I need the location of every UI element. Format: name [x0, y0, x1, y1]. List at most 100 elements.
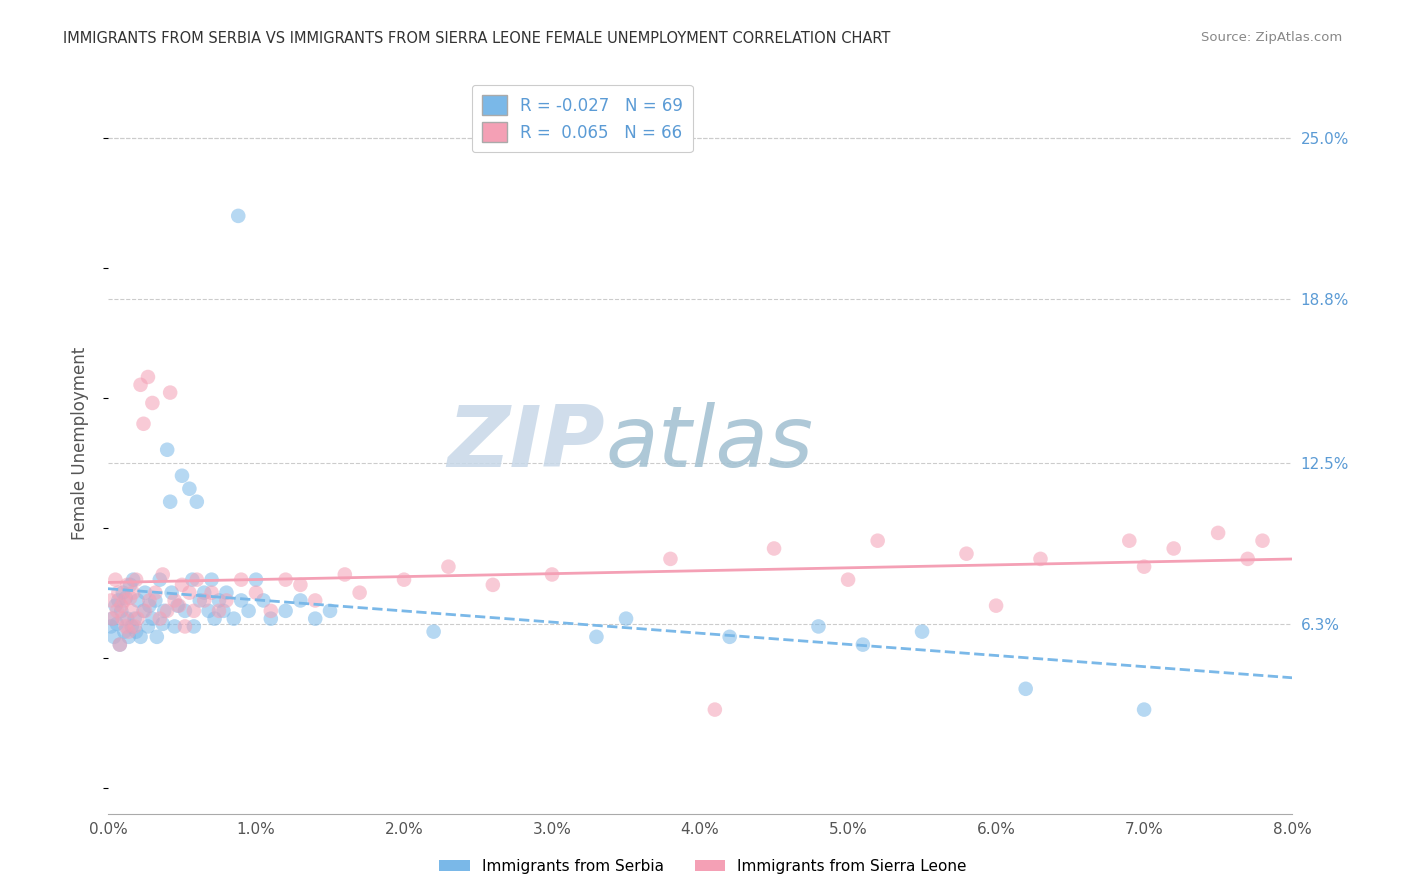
Point [134, 604, 156, 618]
Point [183, 604, 205, 618]
Point [125, 624, 148, 639]
Point [146, 630, 169, 644]
Point [422, 624, 444, 639]
Point [852, 638, 875, 652]
Point [333, 567, 356, 582]
Point [193, 593, 215, 607]
Point [215, 593, 238, 607]
Point [107, 593, 129, 607]
Legend: R = -0.027   N = 69, R =  0.065   N = 66: R = -0.027 N = 69, R = 0.065 N = 66 [471, 85, 693, 153]
Point [110, 604, 132, 618]
Point [955, 547, 977, 561]
Point [231, 593, 253, 607]
Point [100, 619, 122, 633]
Point [1029, 552, 1052, 566]
Point [866, 533, 889, 548]
Point [231, 573, 253, 587]
Point [304, 612, 326, 626]
Point [132, 417, 155, 431]
Point [200, 585, 222, 599]
Point [163, 593, 186, 607]
Point [541, 567, 564, 582]
Point [156, 604, 179, 618]
Point [127, 612, 149, 626]
Point [179, 585, 201, 599]
Point [120, 578, 142, 592]
Point [138, 593, 160, 607]
Point [807, 619, 830, 633]
Point [121, 619, 143, 633]
Point [614, 612, 637, 626]
Point [103, 630, 125, 644]
Point [125, 573, 148, 587]
Point [290, 593, 312, 607]
Point [111, 612, 134, 626]
Point [392, 573, 415, 587]
Point [1206, 525, 1229, 540]
Point [179, 482, 201, 496]
Point [252, 593, 274, 607]
Point [167, 599, 190, 613]
Point [585, 630, 607, 644]
Point [204, 612, 226, 626]
Point [107, 585, 129, 599]
Point [136, 619, 159, 633]
Point [118, 630, 141, 644]
Point [245, 585, 267, 599]
Point [104, 573, 127, 587]
Point [260, 604, 283, 618]
Point [215, 585, 238, 599]
Point [212, 604, 235, 618]
Point [118, 624, 141, 639]
Point [100, 593, 122, 607]
Point [349, 585, 371, 599]
Point [149, 573, 172, 587]
Point [1236, 552, 1258, 566]
Point [112, 593, 135, 607]
Point [193, 585, 215, 599]
Point [763, 541, 786, 556]
Point [183, 619, 205, 633]
Point [108, 638, 131, 652]
Point [304, 593, 326, 607]
Point [152, 616, 174, 631]
Point [163, 619, 186, 633]
Point [105, 604, 128, 618]
Point [437, 559, 460, 574]
Point [160, 585, 183, 599]
Point [188, 593, 211, 607]
Point [110, 599, 132, 613]
Point [159, 385, 181, 400]
Text: ZIP: ZIP [447, 401, 606, 484]
Point [1163, 541, 1185, 556]
Point [703, 703, 725, 717]
Point [141, 612, 163, 626]
Text: Source: ZipAtlas.com: Source: ZipAtlas.com [1202, 31, 1343, 45]
Point [222, 612, 245, 626]
Point [122, 585, 145, 599]
Point [136, 370, 159, 384]
Point [1133, 703, 1156, 717]
Point [1251, 533, 1274, 548]
Point [186, 573, 208, 587]
Point [105, 616, 128, 631]
Point [482, 578, 505, 592]
Point [114, 619, 136, 633]
Point [984, 599, 1007, 613]
Point [174, 604, 197, 618]
Point [274, 573, 297, 587]
Point [149, 612, 172, 626]
Point [208, 604, 231, 618]
Point [186, 494, 208, 508]
Point [197, 604, 219, 618]
Point [124, 619, 146, 633]
Text: atlas: atlas [606, 401, 813, 484]
Point [129, 377, 152, 392]
Point [245, 573, 267, 587]
Point [153, 604, 176, 618]
Point [208, 593, 231, 607]
Point [156, 442, 179, 457]
Point [159, 494, 181, 508]
Text: IMMIGRANTS FROM SERBIA VS IMMIGRANTS FROM SIERRA LEONE FEMALE UNEMPLOYMENT CORRE: IMMIGRANTS FROM SERBIA VS IMMIGRANTS FRO… [63, 31, 890, 46]
Point [121, 604, 143, 618]
